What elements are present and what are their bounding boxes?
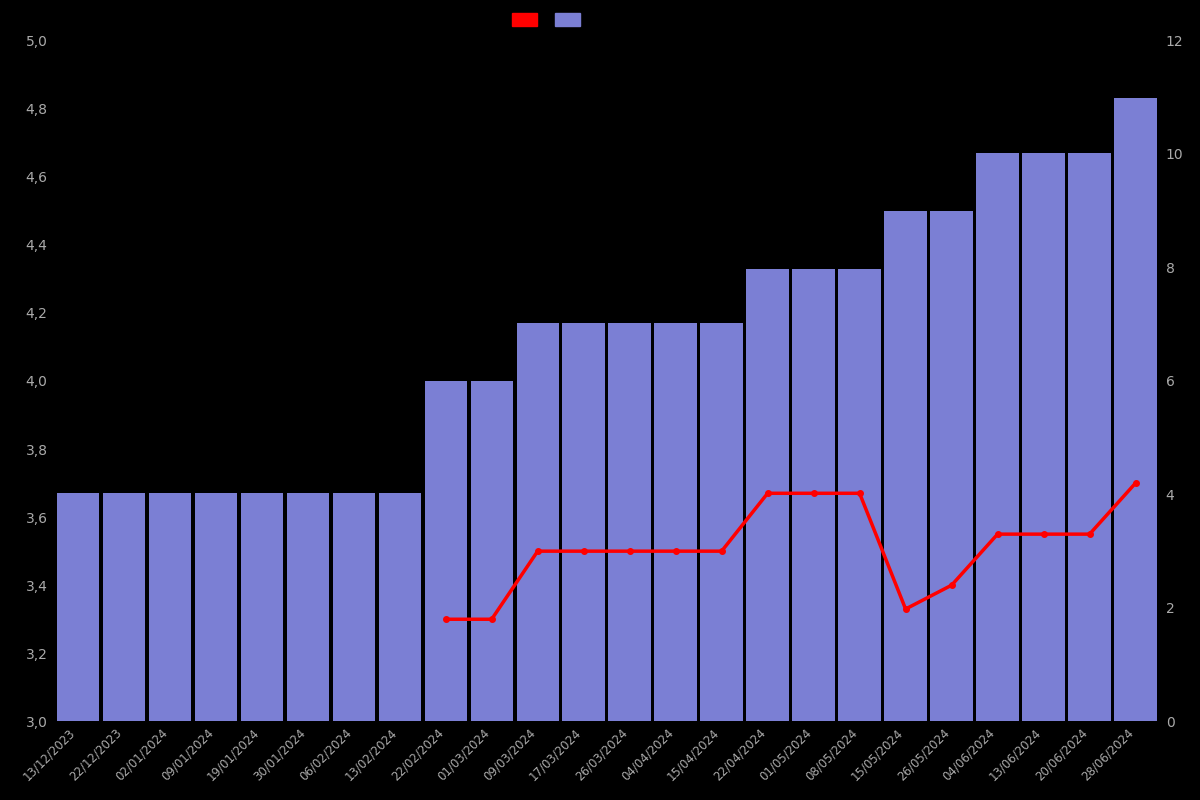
Bar xyxy=(149,494,191,722)
Bar xyxy=(1068,153,1111,722)
Legend: , : , xyxy=(511,14,590,27)
Bar xyxy=(287,494,329,722)
Bar xyxy=(608,323,650,722)
Bar xyxy=(378,494,421,722)
Bar xyxy=(839,269,881,722)
Bar xyxy=(194,494,236,722)
Bar xyxy=(930,210,973,722)
Bar xyxy=(516,323,559,722)
Bar xyxy=(563,323,605,722)
Bar xyxy=(1115,98,1157,722)
Bar xyxy=(701,323,743,722)
Bar xyxy=(470,381,512,722)
Bar xyxy=(425,381,467,722)
Bar xyxy=(977,153,1019,722)
Bar xyxy=(654,323,697,722)
Bar xyxy=(56,494,98,722)
Bar xyxy=(792,269,835,722)
Bar xyxy=(746,269,788,722)
Bar xyxy=(240,494,283,722)
Bar xyxy=(332,494,374,722)
Bar xyxy=(102,494,145,722)
Bar xyxy=(1022,153,1064,722)
Bar xyxy=(884,210,926,722)
